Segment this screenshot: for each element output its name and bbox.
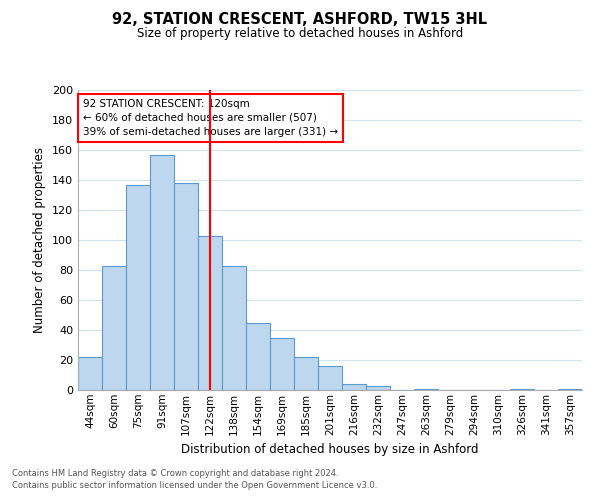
Bar: [102, 266, 126, 390]
X-axis label: Distribution of detached houses by size in Ashford: Distribution of detached houses by size …: [181, 443, 479, 456]
Text: Contains public sector information licensed under the Open Government Licence v3: Contains public sector information licen…: [12, 481, 377, 490]
Bar: [126, 184, 150, 390]
Bar: [558, 388, 582, 390]
Text: 92, STATION CRESCENT, ASHFORD, TW15 3HL: 92, STATION CRESCENT, ASHFORD, TW15 3HL: [112, 12, 488, 28]
Bar: [222, 266, 246, 390]
Bar: [150, 154, 174, 390]
Bar: [366, 386, 390, 390]
Bar: [510, 388, 534, 390]
Bar: [414, 388, 438, 390]
Text: Size of property relative to detached houses in Ashford: Size of property relative to detached ho…: [137, 28, 463, 40]
Bar: [342, 384, 366, 390]
Bar: [78, 357, 102, 390]
Text: 92 STATION CRESCENT: 120sqm
← 60% of detached houses are smaller (507)
39% of se: 92 STATION CRESCENT: 120sqm ← 60% of det…: [83, 99, 338, 137]
Bar: [294, 357, 318, 390]
Y-axis label: Number of detached properties: Number of detached properties: [34, 147, 46, 333]
Bar: [246, 322, 270, 390]
Text: Contains HM Land Registry data © Crown copyright and database right 2024.: Contains HM Land Registry data © Crown c…: [12, 468, 338, 477]
Bar: [198, 236, 222, 390]
Bar: [174, 183, 198, 390]
Bar: [270, 338, 294, 390]
Bar: [318, 366, 342, 390]
